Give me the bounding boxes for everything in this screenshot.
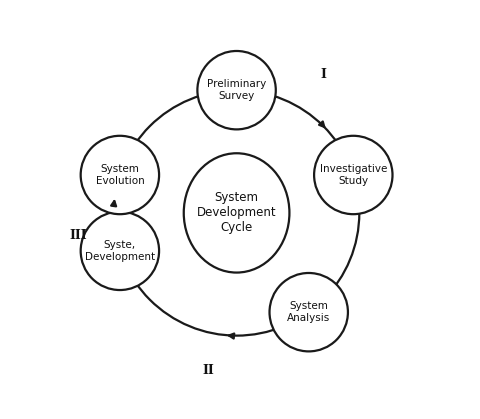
Circle shape xyxy=(314,136,393,214)
Text: Investigative
Study: Investigative Study xyxy=(320,164,387,186)
Text: System
Evolution: System Evolution xyxy=(96,164,144,186)
Ellipse shape xyxy=(184,153,289,273)
Text: System
Analysis: System Analysis xyxy=(287,301,330,323)
Text: System
Development
Cycle: System Development Cycle xyxy=(197,191,276,234)
Text: Preliminary
Survey: Preliminary Survey xyxy=(207,79,266,101)
Circle shape xyxy=(81,136,159,214)
Circle shape xyxy=(270,273,348,352)
Text: I: I xyxy=(320,67,326,80)
Text: II: II xyxy=(203,364,215,377)
Text: Syste,
Development: Syste, Development xyxy=(85,240,155,261)
Text: III: III xyxy=(69,229,87,242)
Circle shape xyxy=(197,51,276,129)
Circle shape xyxy=(81,212,159,290)
